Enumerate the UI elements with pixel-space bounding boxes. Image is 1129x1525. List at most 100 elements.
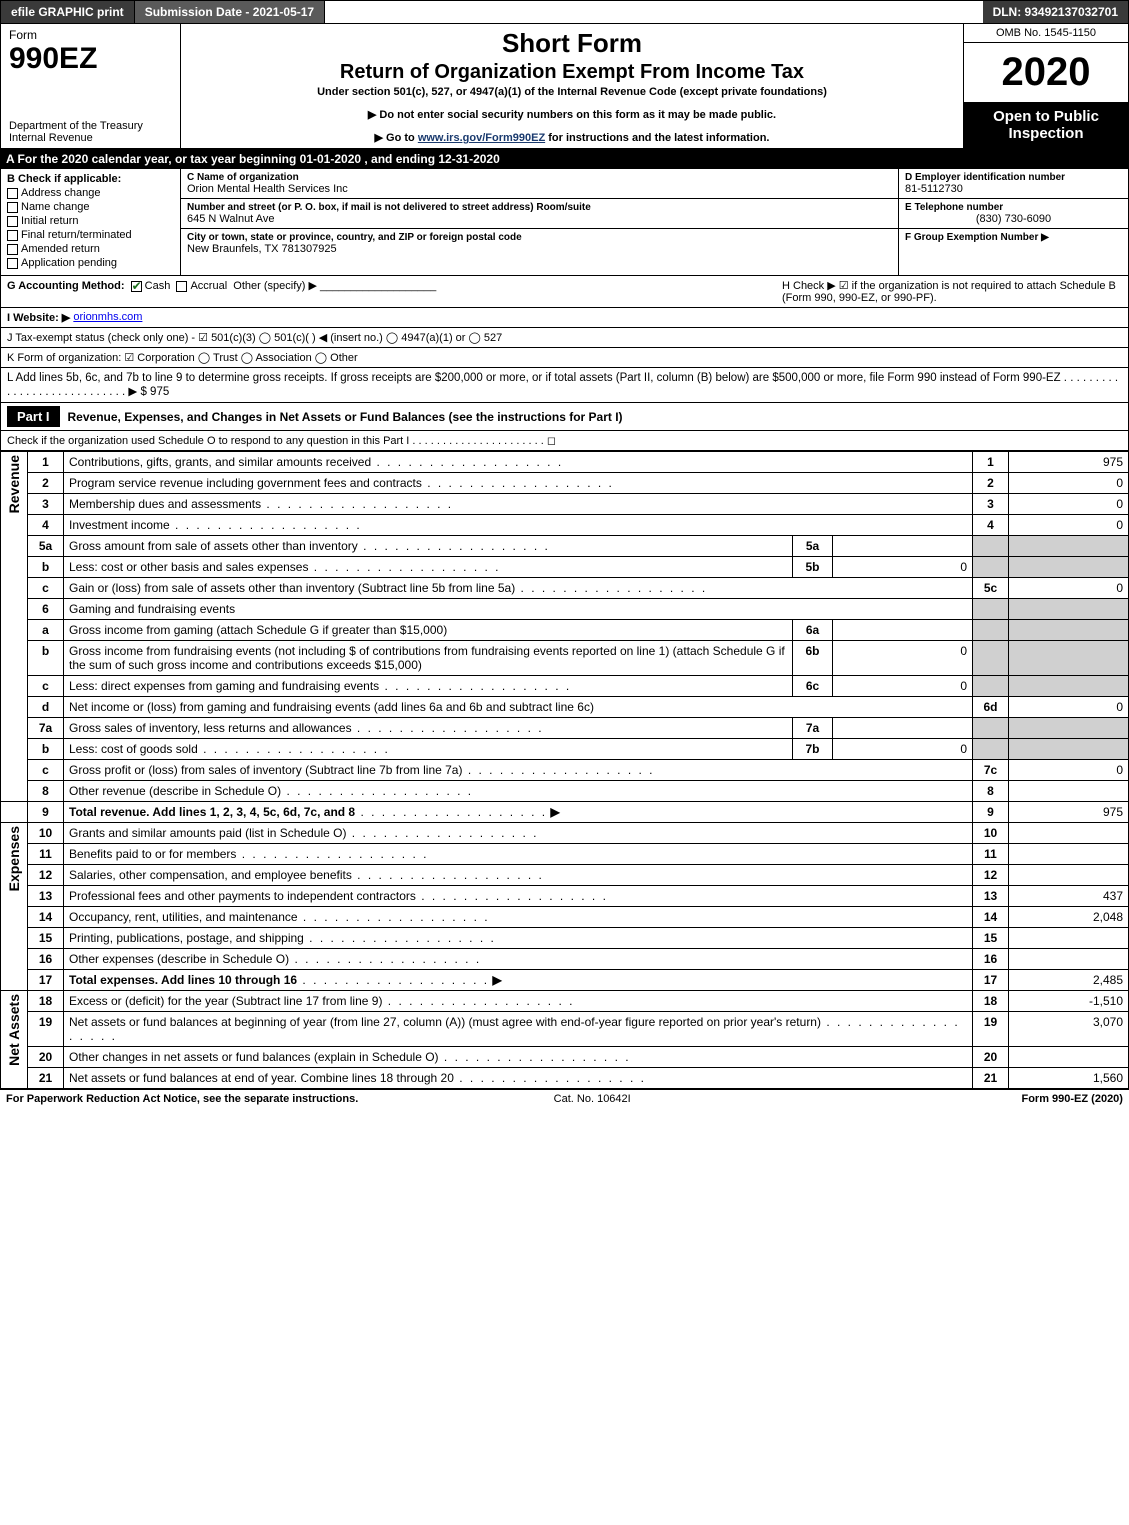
l5b-subamt: 0 (833, 557, 973, 578)
header-right: OMB No. 1545-1150 2020 Open to Public In… (963, 24, 1128, 148)
l15-text: Printing, publications, postage, and shi… (64, 928, 973, 949)
open-to-public: Open to Public Inspection (964, 102, 1128, 148)
l11-col: 11 (973, 844, 1009, 865)
l1-text: Contributions, gifts, grants, and simila… (64, 452, 973, 473)
note-goto-pre: ▶ Go to (375, 132, 418, 144)
l7a-amt (1009, 718, 1129, 739)
chk-address-change[interactable]: Address change (7, 187, 174, 199)
omb-number: OMB No. 1545-1150 (964, 24, 1128, 43)
chk-final-return-label: Final return/terminated (21, 229, 132, 241)
header-left: Form 990EZ Department of the Treasury In… (1, 24, 181, 148)
meta-rows: G Accounting Method: Cash Accrual Other … (0, 276, 1129, 368)
chk-final-return[interactable]: Final return/terminated (7, 229, 174, 241)
website-link[interactable]: orionmhs.com (73, 311, 142, 324)
tel-cell: E Telephone number (830) 730-6090 (899, 199, 1128, 229)
street-value: 645 N Walnut Ave (187, 213, 892, 225)
l16-text: Other expenses (describe in Schedule O) (64, 949, 973, 970)
l21-amt: 1,560 (1009, 1068, 1129, 1089)
title-section: Under section 501(c), 527, or 4947(a)(1)… (189, 86, 955, 98)
l7a-col (973, 718, 1009, 739)
city-value: New Braunfels, TX 781307925 (187, 243, 892, 255)
box-d: D Employer identification number 81-5112… (898, 169, 1128, 275)
l21-col: 21 (973, 1068, 1009, 1089)
l8-amt (1009, 781, 1129, 802)
chk-accrual[interactable] (176, 281, 187, 292)
l17-amt: 2,485 (1009, 970, 1129, 991)
l13-amt: 437 (1009, 886, 1129, 907)
l17-col: 17 (973, 970, 1009, 991)
l2-col: 2 (973, 473, 1009, 494)
l15-amt (1009, 928, 1129, 949)
chk-amended-return[interactable]: Amended return (7, 243, 174, 255)
chk-name-change-label: Name change (21, 201, 90, 213)
l14-text: Occupancy, rent, utilities, and maintena… (64, 907, 973, 928)
l12-col: 12 (973, 865, 1009, 886)
l19-num: 19 (28, 1012, 64, 1047)
page-footer: For Paperwork Reduction Act Notice, see … (0, 1089, 1129, 1108)
l20-text: Other changes in net assets or fund bala… (64, 1047, 973, 1068)
l5a-sub: 5a (793, 536, 833, 557)
l6b-num: b (28, 641, 64, 676)
l4-num: 4 (28, 515, 64, 536)
l7b-num: b (28, 739, 64, 760)
l5a-subamt (833, 536, 973, 557)
side-revenue: Revenue (1, 452, 28, 802)
l4-amt: 0 (1009, 515, 1129, 536)
l19-text: Net assets or fund balances at beginning… (64, 1012, 973, 1047)
chk-name-change[interactable]: Name change (7, 201, 174, 213)
l2-amt: 0 (1009, 473, 1129, 494)
l6-text: Gaming and fundraising events (64, 599, 973, 620)
part1-header: Part I Revenue, Expenses, and Changes in… (0, 403, 1129, 431)
l7c-col: 7c (973, 760, 1009, 781)
l6a-sub: 6a (793, 620, 833, 641)
l11-amt (1009, 844, 1129, 865)
l5a-num: 5a (28, 536, 64, 557)
l20-col: 20 (973, 1047, 1009, 1068)
l6c-sub: 6c (793, 676, 833, 697)
l9-text: Total revenue. Add lines 1, 2, 3, 4, 5c,… (64, 802, 973, 823)
submission-date-button[interactable]: Submission Date - 2021-05-17 (135, 1, 325, 23)
chk-initial-return-label: Initial return (21, 215, 78, 227)
l6c-text: Less: direct expenses from gaming and fu… (64, 676, 793, 697)
note-ssn: ▶ Do not enter social security numbers o… (189, 108, 955, 121)
efile-print-button[interactable]: efile GRAPHIC print (1, 1, 135, 23)
l8-text: Other revenue (describe in Schedule O) (64, 781, 973, 802)
tel-label: E Telephone number (905, 202, 1122, 213)
box-c: C Name of organization Orion Mental Heal… (181, 169, 898, 275)
l10-num: 10 (28, 823, 64, 844)
l6d-text: Net income or (loss) from gaming and fun… (64, 697, 973, 718)
tax-year: 2020 (964, 43, 1128, 102)
info-grid: B Check if applicable: Address change Na… (0, 169, 1129, 276)
l21-num: 21 (28, 1068, 64, 1089)
l4-col: 4 (973, 515, 1009, 536)
note-goto-post: for instructions and the latest informat… (545, 132, 769, 144)
l14-num: 14 (28, 907, 64, 928)
irs-link[interactable]: www.irs.gov/Form990EZ (418, 132, 545, 144)
l13-text: Professional fees and other payments to … (64, 886, 973, 907)
chk-cash[interactable] (131, 281, 142, 292)
chk-initial-return[interactable]: Initial return (7, 215, 174, 227)
side-expenses-label: Expenses (6, 826, 22, 891)
l5a-col (973, 536, 1009, 557)
l6b-sub: 6b (793, 641, 833, 676)
org-name: Orion Mental Health Services Inc (187, 183, 892, 195)
l6a-num: a (28, 620, 64, 641)
chk-application-pending-label: Application pending (21, 257, 117, 269)
l11-num: 11 (28, 844, 64, 865)
row-i-label: I Website: ▶ (7, 311, 70, 324)
other-specify: Other (specify) ▶ (233, 280, 317, 292)
city-cell: City or town, state or province, country… (181, 229, 898, 258)
l5c-col: 5c (973, 578, 1009, 599)
chk-accrual-label: Accrual (190, 280, 227, 292)
side-netassets: Net Assets (1, 991, 28, 1089)
l10-col: 10 (973, 823, 1009, 844)
chk-cash-label: Cash (145, 280, 171, 292)
ein-value: 81-5112730 (905, 183, 1122, 195)
footer-right: Form 990-EZ (2020) (1021, 1093, 1122, 1105)
l7b-text: Less: cost of goods sold (64, 739, 793, 760)
l6-col (973, 599, 1009, 620)
footer-left: For Paperwork Reduction Act Notice, see … (6, 1093, 358, 1105)
chk-application-pending[interactable]: Application pending (7, 257, 174, 269)
l19-col: 19 (973, 1012, 1009, 1047)
l16-col: 16 (973, 949, 1009, 970)
